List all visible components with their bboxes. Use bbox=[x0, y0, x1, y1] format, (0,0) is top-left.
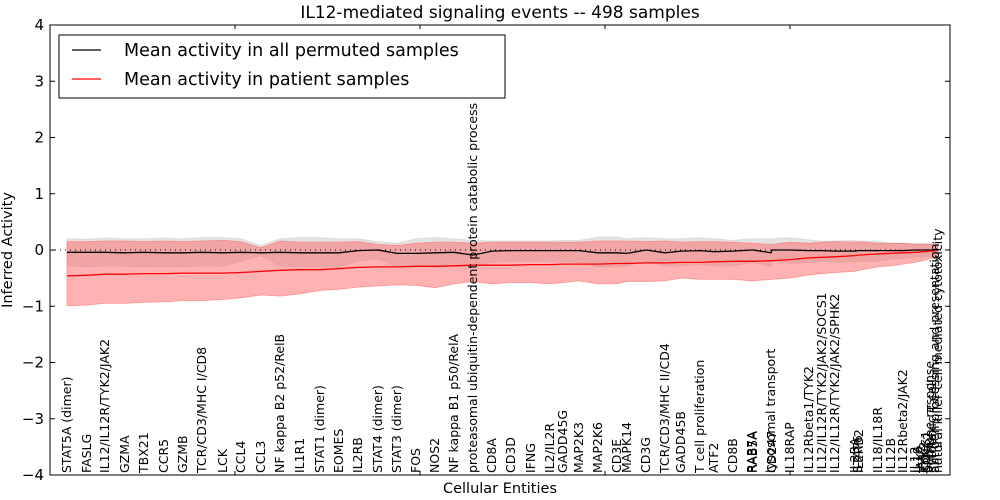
y-tick-label: 2 bbox=[34, 129, 44, 147]
x-tick-label: IL2/IL2R bbox=[542, 423, 557, 473]
x-tick-label: NF kappa B2 p52/RelB bbox=[272, 334, 287, 473]
x-tick-label: MAP2K6 bbox=[590, 422, 605, 473]
x-tick-label: STAT6 bbox=[850, 435, 865, 473]
x-tick-label: RAB5A bbox=[745, 431, 760, 473]
y-axis-ticks: 4 3 2 1 0 −1 −2 −3 −4 bbox=[22, 16, 950, 484]
x-tick-label: LCK bbox=[215, 448, 230, 473]
x-tick-label: FASLG bbox=[79, 434, 94, 473]
x-tick-label: NOS2 bbox=[427, 438, 442, 473]
x-tick-label: IL12Rbeta2/JAK2 bbox=[895, 369, 910, 473]
chart-title: IL12-mediated signaling events -- 498 sa… bbox=[300, 3, 700, 23]
y-tick-label: −3 bbox=[22, 410, 44, 428]
line-patient bbox=[66, 248, 939, 277]
x-tick-label: JAK2 bbox=[913, 445, 928, 474]
y-tick-label: 4 bbox=[34, 16, 44, 34]
x-tick-label: FOS bbox=[408, 448, 423, 473]
y-tick-label: −2 bbox=[22, 354, 44, 372]
x-tick-label: cytotoxic T cell bbox=[924, 379, 939, 473]
y-axis-title: Inferred Activity bbox=[0, 192, 16, 308]
confidence-bands bbox=[66, 236, 939, 307]
x-tick-label: IL2RB2 bbox=[851, 429, 866, 473]
legend-label-permuted: Mean activity in all permuted samples bbox=[124, 41, 459, 61]
x-tick-label: IL18RAP bbox=[782, 422, 797, 473]
x-tick-label: GZMA bbox=[117, 435, 132, 473]
x-tick-label: NF kappa B1 p50/RelA bbox=[446, 333, 461, 473]
x-tick-label: IFNG bbox=[523, 443, 538, 473]
x-tick-label: IL18/IL18R bbox=[870, 407, 885, 473]
legend: Mean activity in all permuted samples Me… bbox=[58, 34, 506, 99]
x-tick-labels: STAT5A (dimer) FASLG IL12/IL12R/TYK2/JAK2 G… bbox=[59, 103, 945, 474]
x-tick-label: TBX21 bbox=[136, 432, 151, 474]
x-tick-label: CCR5 bbox=[156, 439, 171, 473]
x-tick-label: natural killer cell mediated cytotoxicit… bbox=[930, 228, 945, 473]
x-tick-label: T cell proliferation bbox=[692, 360, 707, 474]
x-tick-label: TCR/CD3/MHC I/CD8 bbox=[194, 347, 209, 474]
series-lines bbox=[66, 248, 939, 277]
x-tick-label: TCR/CD3/MHC II/CD4 bbox=[657, 343, 672, 474]
band-patient bbox=[66, 239, 939, 307]
x-tick-label: IL12/IL12R/TYK2/JAK2/SOCS1 bbox=[814, 292, 829, 473]
x-tick-label: antigen processing and presentation bbox=[927, 244, 942, 473]
x-tick-label: MAPK14 bbox=[619, 422, 634, 473]
x-tick-label: IL12 bbox=[907, 446, 922, 473]
y-tick-label: 1 bbox=[34, 185, 44, 203]
x-axis-title: Cellular Entities bbox=[443, 481, 557, 497]
x-axis-ticks bbox=[234, 25, 791, 475]
x-tick-label: SPHK2 bbox=[920, 432, 935, 473]
x-tick-label: CCL3 bbox=[253, 441, 268, 473]
x-tick-label: CD3E bbox=[609, 439, 624, 473]
x-tick-label: STAT5A (dimer) bbox=[59, 377, 74, 473]
x-tick-label: IL12/IL12R/TYK2/JAK2 bbox=[97, 339, 112, 473]
x-tick-label: CD247 bbox=[764, 431, 779, 473]
x-tick-label: IL2RA bbox=[847, 437, 862, 473]
x-tick-label: GZMB bbox=[175, 435, 190, 473]
x-tick-label: STAT1 (dimer) bbox=[312, 385, 327, 473]
x-tick-label: IL18 bbox=[910, 446, 925, 473]
x-tick-label: IL12/IL12R/TYK2/JAK2/SPHK2 bbox=[827, 294, 842, 473]
x-tick-label: CD8B bbox=[725, 438, 740, 473]
x-tick-label: GADD45B bbox=[673, 411, 688, 473]
x-tick-label: CD8A bbox=[484, 438, 499, 473]
y-tick-label: −4 bbox=[22, 466, 44, 484]
x-tick-label: TYK2 bbox=[916, 442, 931, 474]
x-tick-label: RAB7A bbox=[744, 431, 759, 473]
x-tick-label: STAT4 (dimer) bbox=[370, 385, 385, 473]
x-tick-label: CD3D bbox=[503, 437, 518, 473]
x-tick-label: IL2RB bbox=[350, 437, 365, 473]
x-tick-label: STAT3 (dimer) bbox=[389, 385, 404, 473]
y-tick-label: 3 bbox=[34, 72, 44, 90]
x-tick-label: IL12B bbox=[883, 438, 898, 473]
x-tick-label: IL12Rbeta1/TYK2 bbox=[801, 366, 816, 473]
x-tick-label: ATF2 bbox=[706, 443, 721, 473]
x-tick-label: lysosomal transport bbox=[763, 349, 778, 473]
line-permuted bbox=[67, 249, 938, 256]
x-tick-label: MAP2K3 bbox=[571, 422, 586, 473]
x-tick-label: immune response bbox=[922, 361, 937, 473]
x-tick-label: CD3G bbox=[638, 437, 653, 473]
x-tick-label: IL1R1 bbox=[292, 438, 307, 473]
x-tick-label: EOMES bbox=[331, 429, 346, 473]
legend-box bbox=[58, 34, 506, 99]
y-tick-label: −1 bbox=[22, 297, 44, 315]
x-tick-label: proteasomal ubiquitin-dependent protein … bbox=[465, 103, 480, 473]
x-tick-label: GADD45G bbox=[555, 410, 570, 473]
x-tick-label: CCL4 bbox=[233, 441, 248, 473]
x-tick-label: SOCS1 bbox=[918, 431, 933, 473]
y-tick-label: 0 bbox=[34, 241, 44, 259]
legend-label-patient: Mean activity in patient samples bbox=[124, 70, 409, 90]
